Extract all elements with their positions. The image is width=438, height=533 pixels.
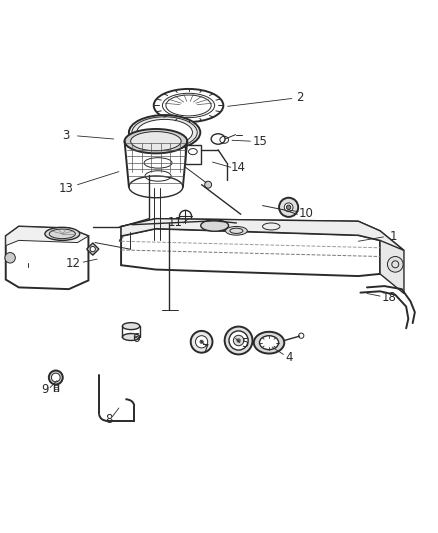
Text: 13: 13 <box>58 182 73 195</box>
Text: 5: 5 <box>241 337 249 351</box>
Text: 15: 15 <box>253 135 268 148</box>
Ellipse shape <box>201 220 229 231</box>
Text: 14: 14 <box>231 161 246 174</box>
Ellipse shape <box>131 132 181 151</box>
Text: 11: 11 <box>168 216 183 230</box>
Bar <box>185 144 201 164</box>
Circle shape <box>286 205 291 209</box>
Text: 3: 3 <box>62 130 70 142</box>
Circle shape <box>195 336 208 348</box>
Circle shape <box>299 333 304 338</box>
Text: 12: 12 <box>66 256 81 270</box>
Text: 6: 6 <box>133 332 140 345</box>
Ellipse shape <box>124 129 187 154</box>
Ellipse shape <box>137 119 192 146</box>
Ellipse shape <box>226 227 247 235</box>
Circle shape <box>229 331 248 350</box>
Circle shape <box>205 181 212 188</box>
Ellipse shape <box>259 336 279 350</box>
Text: 9: 9 <box>41 383 49 395</box>
Text: 1: 1 <box>389 230 397 244</box>
Text: 2: 2 <box>296 91 303 104</box>
Polygon shape <box>121 219 380 240</box>
Circle shape <box>90 246 95 252</box>
Circle shape <box>233 335 244 346</box>
Circle shape <box>200 340 203 344</box>
Ellipse shape <box>129 176 183 198</box>
Circle shape <box>191 331 212 353</box>
Polygon shape <box>121 229 380 276</box>
Circle shape <box>284 203 293 212</box>
Polygon shape <box>380 231 404 294</box>
Circle shape <box>279 198 298 217</box>
Circle shape <box>237 339 240 342</box>
Ellipse shape <box>129 115 200 150</box>
Polygon shape <box>121 219 404 251</box>
Polygon shape <box>6 227 88 289</box>
Circle shape <box>51 373 60 382</box>
Ellipse shape <box>122 334 140 341</box>
Polygon shape <box>6 227 88 246</box>
Circle shape <box>49 370 63 384</box>
Polygon shape <box>87 243 99 255</box>
Circle shape <box>225 327 253 354</box>
Text: 18: 18 <box>381 292 396 304</box>
Ellipse shape <box>254 332 284 353</box>
Ellipse shape <box>122 322 140 329</box>
Text: 10: 10 <box>299 207 314 220</box>
Circle shape <box>5 253 15 263</box>
Ellipse shape <box>45 228 80 240</box>
Circle shape <box>388 256 403 272</box>
Text: 8: 8 <box>106 413 113 426</box>
Text: 4: 4 <box>285 351 293 365</box>
Text: 7: 7 <box>202 343 210 356</box>
